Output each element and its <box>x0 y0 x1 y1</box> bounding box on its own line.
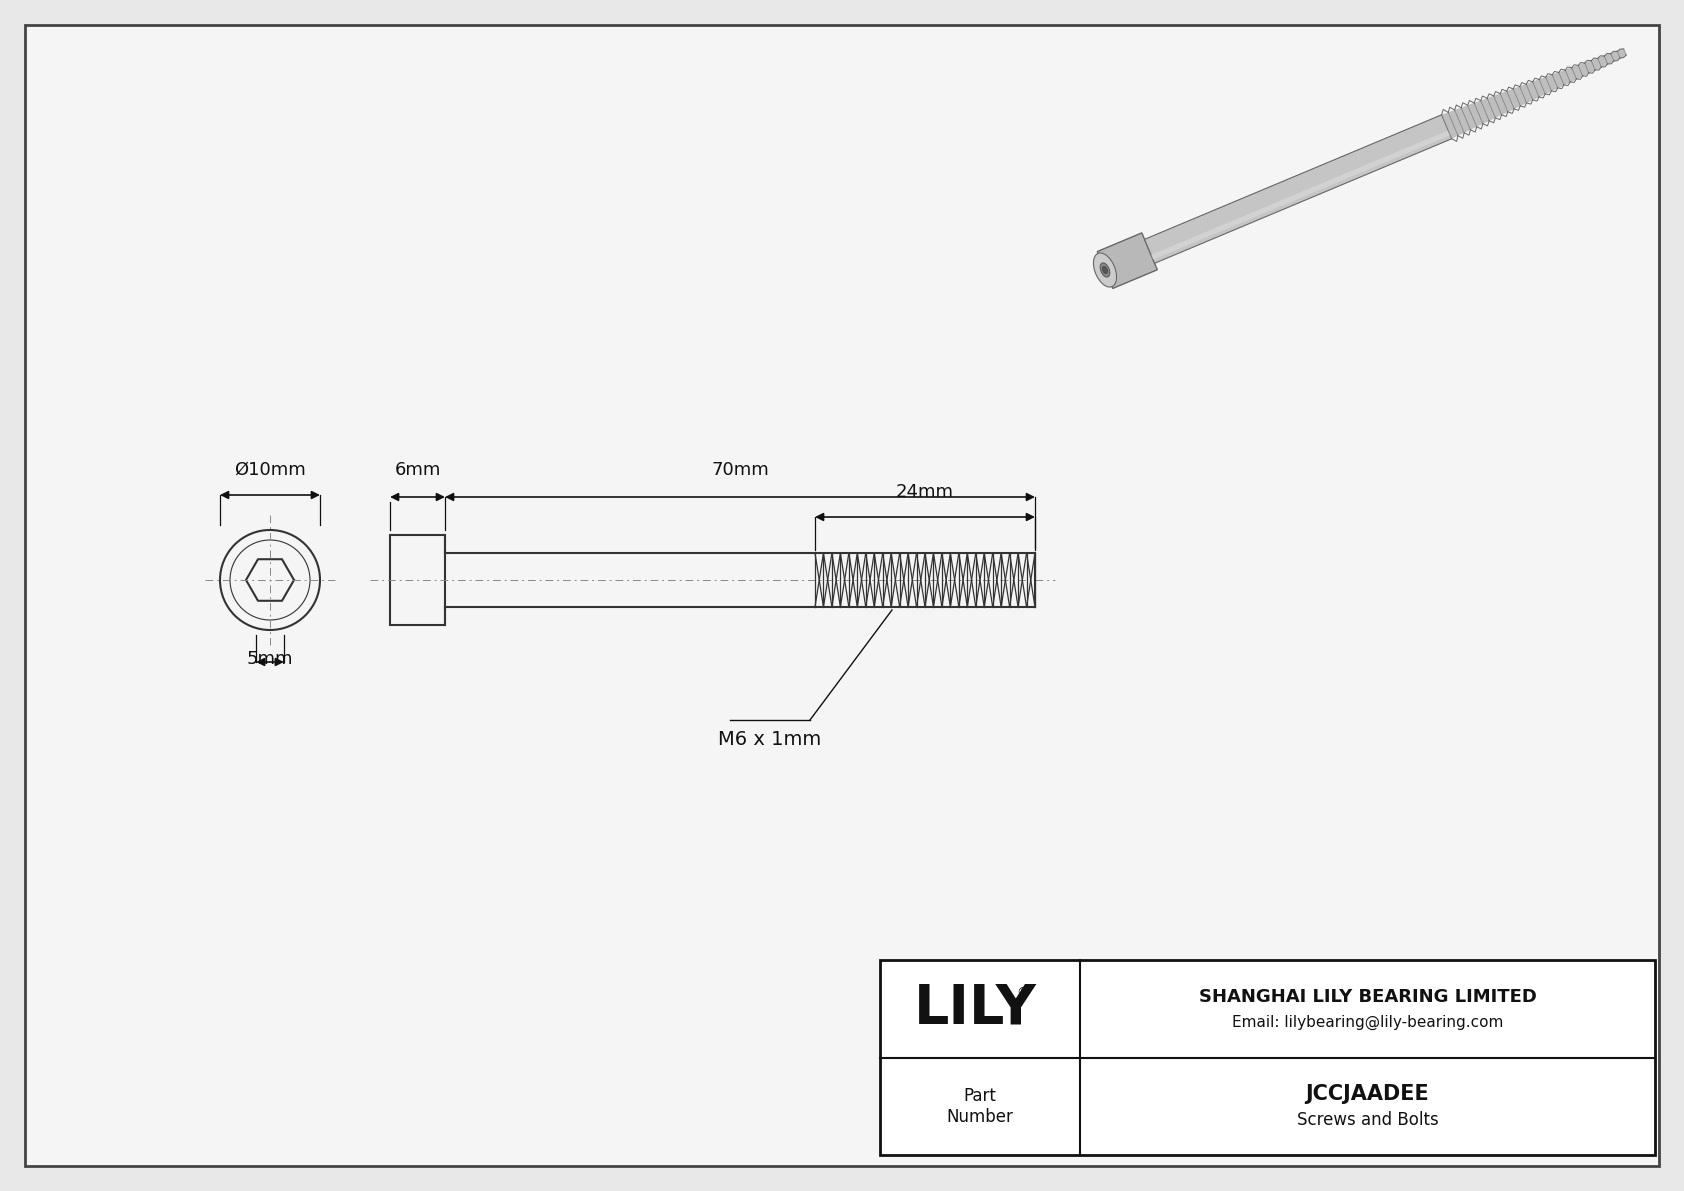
Text: Ø10mm: Ø10mm <box>234 461 306 479</box>
Bar <box>881 960 1655 1155</box>
Text: 6mm: 6mm <box>394 461 441 479</box>
Text: 24mm: 24mm <box>896 484 955 501</box>
Polygon shape <box>1152 130 1450 260</box>
Ellipse shape <box>1100 263 1110 278</box>
Ellipse shape <box>1103 267 1108 274</box>
Polygon shape <box>1442 49 1627 138</box>
Text: ®: ® <box>1015 986 1029 999</box>
Text: 70mm: 70mm <box>711 461 770 479</box>
Text: Part
Number: Part Number <box>946 1087 1014 1125</box>
Text: M6 x 1mm: M6 x 1mm <box>719 730 822 749</box>
Bar <box>391 535 445 625</box>
Polygon shape <box>1098 233 1157 288</box>
Text: Screws and Bolts: Screws and Bolts <box>1297 1111 1438 1129</box>
Polygon shape <box>1145 114 1452 263</box>
Text: SHANGHAI LILY BEARING LIMITED: SHANGHAI LILY BEARING LIMITED <box>1199 987 1536 1005</box>
Text: Email: lilybearing@lily-bearing.com: Email: lilybearing@lily-bearing.com <box>1231 1015 1504 1030</box>
Text: LILY: LILY <box>913 981 1036 1036</box>
Ellipse shape <box>1093 252 1116 287</box>
Text: 5mm: 5mm <box>248 650 293 668</box>
Text: JCCJAADEE: JCCJAADEE <box>1305 1084 1430 1104</box>
Bar <box>881 960 1655 1155</box>
